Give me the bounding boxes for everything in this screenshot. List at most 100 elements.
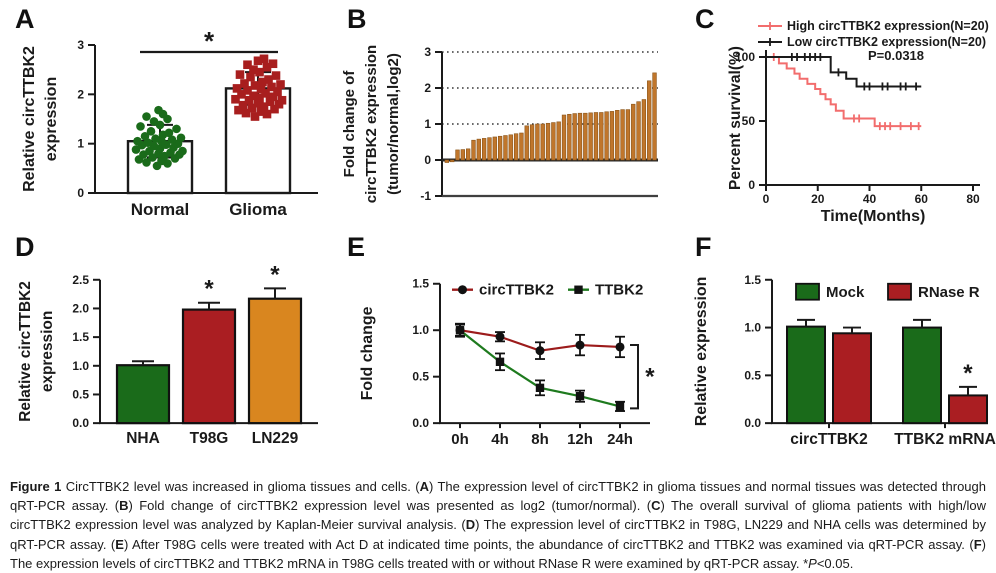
svg-text:80: 80 [966, 192, 980, 206]
svg-text:20: 20 [811, 192, 825, 206]
svg-text:3: 3 [424, 45, 431, 59]
svg-text:*: * [645, 364, 655, 391]
panel-f: F 0.0 0.5 1.0 1.5 * circTTBK2 TTBK2 mRNA Mock RN… [664, 228, 996, 455]
panel-e: E 0.0 0.5 1.0 1.5 0h 4h 8h 12h 24h circTTBK2 TTBK2… [332, 228, 664, 455]
svg-text:0: 0 [763, 192, 770, 206]
svg-text:*: * [204, 276, 214, 303]
svg-text:Relative expression: Relative expression [693, 277, 710, 427]
svg-text:40: 40 [863, 192, 877, 206]
bar-nha [115, 364, 171, 425]
km-curve-low [766, 56, 922, 88]
svg-text:High circTTBK2 expression(N=20: High circTTBK2 expression(N=20) [787, 19, 989, 33]
panel-c-chart: 0 50 100 0 20 40 60 80 High circTTBK2 expression… [727, 19, 989, 225]
svg-text:Fold change of: Fold change of [341, 70, 358, 178]
svg-text:2: 2 [424, 81, 431, 95]
svg-text:0: 0 [424, 153, 431, 167]
svg-text:2.0: 2.0 [72, 301, 89, 315]
svg-text:Relative circTTBK2: Relative circTTBK2 [21, 46, 38, 192]
panel-label-e: E [347, 232, 366, 262]
panel-label-b: B [347, 4, 367, 34]
svg-text:TTBK2 mRNA: TTBK2 mRNA [894, 431, 996, 448]
svg-text:*: * [204, 26, 215, 56]
scatter-normal [131, 105, 187, 171]
svg-text:60: 60 [915, 192, 929, 206]
svg-text:8h: 8h [531, 431, 548, 448]
bar-mock [902, 326, 942, 425]
svg-text:1: 1 [424, 117, 431, 131]
svg-text:24h: 24h [607, 431, 633, 448]
svg-text:0.5: 0.5 [72, 387, 89, 401]
svg-text:1.0: 1.0 [72, 359, 89, 373]
scatter-glioma [231, 54, 287, 121]
panel-a-chart: 0 1 2 3 Relative circTTBK2 expression * Normal G… [21, 26, 318, 219]
figure-caption: Figure 1 CircTTBK2 level was increased i… [10, 479, 987, 571]
plot-a: 0 1 2 3 Relative circTTBK2 expression * Normal G… [21, 26, 318, 219]
bar-t98g [181, 308, 237, 425]
plot-c: 0 50 100 0 20 40 60 80 High circTTBK2 expression… [727, 19, 989, 225]
svg-text:Percent survival(%): Percent survival(%) [727, 46, 744, 190]
svg-text:-1: -1 [420, 189, 431, 203]
svg-text:circTTBK2 expression: circTTBK2 expression [363, 45, 380, 203]
svg-text:Fold change: Fold change [359, 306, 376, 400]
plot-d: 0.0 0.5 1.0 1.5 2.0 2.5 NHA * T98G * LN229 Relative… [17, 261, 318, 447]
svg-text:Time(Months): Time(Months) [821, 208, 926, 225]
svg-text:50: 50 [742, 114, 756, 128]
panel-d-chart: 0.0 0.5 1.0 1.5 2.0 2.5 NHA * T98G * LN229 Relative… [17, 261, 318, 447]
panel-label-d: D [15, 232, 35, 262]
panel-label-f: F [695, 232, 712, 262]
svg-text:Low circTTBK2 expression(N=20): Low circTTBK2 expression(N=20) [787, 35, 986, 49]
plot-b: -1 0 1 2 3 Fold change of circTTBK2 expression… [341, 45, 658, 203]
panel-b: B -1 0 1 2 3 Fold change of circTTBK2 expressi… [332, 0, 664, 228]
svg-text:0.0: 0.0 [72, 416, 89, 430]
svg-text:1.5: 1.5 [744, 273, 761, 287]
bar-mock [786, 325, 826, 425]
svg-text:(tumor/normal,log2): (tumor/normal,log2) [385, 53, 402, 195]
svg-text:*: * [270, 261, 280, 288]
svg-text:*: * [963, 360, 973, 387]
svg-text:1.5: 1.5 [72, 330, 89, 344]
plot-f: 0.0 0.5 1.0 1.5 * circTTBK2 TTBK2 mRNA Mock RNas… [693, 273, 996, 448]
svg-text:0h: 0h [451, 431, 468, 448]
svg-text:0: 0 [748, 178, 755, 192]
svg-text:0.5: 0.5 [412, 370, 429, 384]
svg-text:Normal: Normal [131, 200, 190, 219]
svg-text:P=0.0318: P=0.0318 [868, 48, 924, 63]
svg-text:circTTBK2: circTTBK2 [479, 282, 554, 299]
panel-a: A 0 1 2 3 Relative circTTBK2 expression * Norma… [0, 0, 332, 228]
svg-text:expression: expression [39, 311, 56, 392]
svg-text:3: 3 [77, 38, 84, 52]
svg-text:100: 100 [735, 50, 755, 64]
svg-text:2.5: 2.5 [72, 273, 89, 287]
svg-text:TTBK2: TTBK2 [595, 282, 643, 299]
svg-text:RNase R: RNase R [918, 284, 980, 301]
svg-text:circTTBK2: circTTBK2 [790, 431, 867, 448]
svg-text:0.5: 0.5 [744, 368, 761, 382]
svg-text:12h: 12h [567, 431, 593, 448]
panel-f-chart: 0.0 0.5 1.0 1.5 * circTTBK2 TTBK2 mRNA Mock RNas… [693, 273, 996, 448]
panel-label-c: C [695, 4, 715, 34]
svg-text:0.0: 0.0 [744, 416, 761, 430]
panel-c: C 0 50 100 0 20 40 60 80 High circTTBK2 expressi… [664, 0, 996, 228]
svg-text:1.0: 1.0 [744, 321, 761, 335]
panel-d: D 0.0 0.5 1.0 1.5 2.0 2.5 NHA * T98G * LN229 Relati… [0, 228, 332, 455]
svg-text:expression: expression [43, 77, 60, 161]
km-curve-high [766, 56, 922, 128]
significance-bracket [630, 343, 639, 410]
panel-e-chart: 0.0 0.5 1.0 1.5 0h 4h 8h 12h 24h circTTBK2 TTBK2 * F… [359, 277, 655, 448]
plot-e: 0.0 0.5 1.0 1.5 0h 4h 8h 12h 24h circTTBK2 TTBK2 * F… [359, 277, 655, 448]
panel-label-a: A [15, 4, 35, 34]
svg-text:Relative circTTBK2: Relative circTTBK2 [17, 281, 34, 422]
svg-text:0: 0 [77, 186, 84, 200]
svg-text:1: 1 [77, 137, 84, 151]
svg-text:1.5: 1.5 [412, 277, 429, 291]
svg-text:LN229: LN229 [252, 430, 299, 447]
bar-rnase-r [832, 332, 872, 425]
svg-text:Mock: Mock [826, 284, 865, 301]
bars [444, 72, 657, 163]
svg-text:1.0: 1.0 [412, 323, 429, 337]
panel-b-chart: -1 0 1 2 3 Fold change of circTTBK2 expression… [341, 45, 658, 203]
svg-text:NHA: NHA [126, 430, 160, 447]
figure-panel-grid: A 0 1 2 3 Relative circTTBK2 expression * Norma… [0, 0, 996, 455]
svg-text:2: 2 [77, 87, 84, 101]
bar-ln229 [247, 297, 303, 425]
